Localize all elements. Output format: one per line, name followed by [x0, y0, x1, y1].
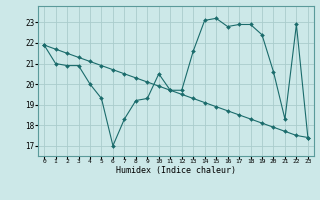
- X-axis label: Humidex (Indice chaleur): Humidex (Indice chaleur): [116, 166, 236, 175]
